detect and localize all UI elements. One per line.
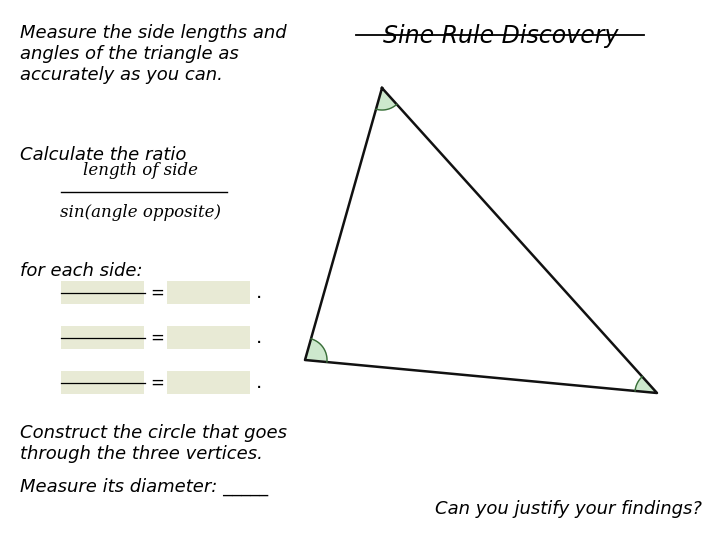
Bar: [61, 281, 144, 304]
Text: =: =: [150, 373, 164, 392]
Text: Calculate the ratio: Calculate the ratio: [20, 146, 186, 164]
Text: sin(angle opposite): sin(angle opposite): [60, 204, 221, 221]
Text: =: =: [150, 328, 164, 347]
Text: Measure the side lengths and
angles of the triangle as
accurately as you can.: Measure the side lengths and angles of t…: [20, 24, 287, 84]
Text: .: .: [256, 283, 262, 302]
Polygon shape: [305, 339, 327, 362]
Bar: [167, 281, 250, 304]
Text: Sine Rule Discovery: Sine Rule Discovery: [382, 24, 618, 48]
Bar: [167, 326, 250, 349]
Text: length of side: length of side: [83, 163, 198, 179]
Text: =: =: [150, 284, 164, 302]
Text: for each side:: for each side:: [20, 262, 143, 280]
Bar: [61, 326, 144, 349]
Bar: [61, 371, 144, 394]
Polygon shape: [635, 377, 657, 393]
Text: .: .: [256, 328, 262, 347]
Polygon shape: [376, 88, 397, 110]
Text: .: .: [256, 373, 262, 392]
Text: Measure its diameter: _____: Measure its diameter: _____: [20, 478, 269, 496]
Bar: [167, 371, 250, 394]
Text: Construct the circle that goes
through the three vertices.: Construct the circle that goes through t…: [20, 424, 287, 463]
Text: Can you justify your findings?: Can you justify your findings?: [435, 501, 702, 518]
